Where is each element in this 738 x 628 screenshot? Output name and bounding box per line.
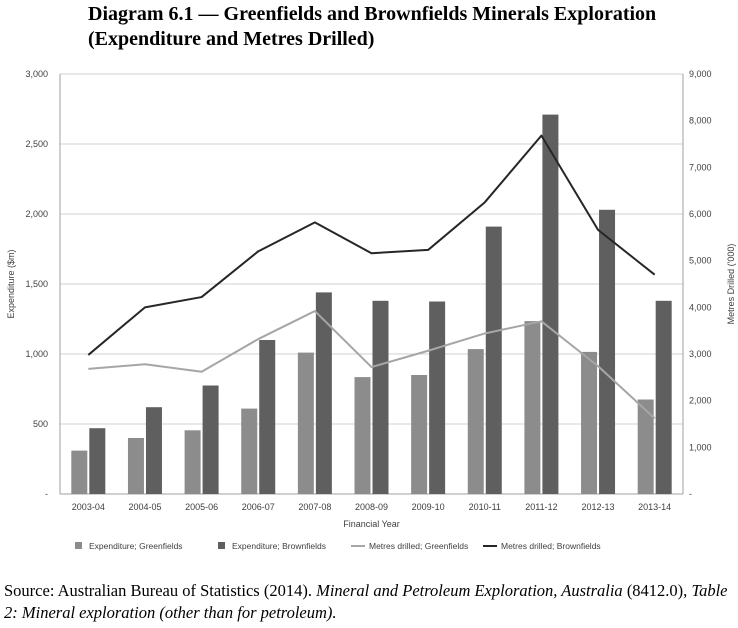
x-tick-label: 2011-12	[525, 502, 557, 512]
bar-brownfields	[655, 300, 672, 494]
legend-swatch	[218, 542, 225, 549]
bar-greenfields	[241, 408, 258, 494]
bar-greenfields	[581, 351, 598, 494]
x-tick-label: 2005-06	[185, 502, 218, 512]
y-tick-label: -	[45, 489, 48, 499]
line-metres-greenfields	[88, 310, 656, 420]
legend-swatch	[75, 542, 82, 549]
x-tick-label: 2013-14	[638, 502, 671, 512]
source-table: Table 2: Mineral exploration (other than…	[4, 581, 728, 622]
x-tick-label: 2003-04	[72, 502, 105, 512]
y2-axis-title: Metres Drilled ('000)	[726, 244, 736, 325]
y2-tick-label: 8,000	[689, 116, 712, 126]
bar-brownfields	[599, 209, 616, 495]
bar-greenfields	[524, 321, 541, 494]
chart-title: Diagram 6.1 — Greenfields and Brownfield…	[88, 2, 728, 52]
y-tick-label: 1,500	[25, 279, 48, 289]
bar-greenfields	[354, 377, 371, 494]
bar-brownfields	[202, 385, 219, 494]
bar-greenfields	[184, 430, 201, 494]
x-tick-label: 2006-07	[242, 502, 275, 512]
y-tick-label: 500	[33, 419, 48, 429]
source-mid: (8412.0),	[622, 581, 692, 600]
y2-tick-label: 6,000	[689, 209, 712, 219]
bar-greenfields	[411, 375, 428, 494]
y-tick-label: 3,000	[25, 69, 48, 79]
legend-label: Metres drilled; Greenfields	[369, 541, 468, 551]
bar-brownfields	[315, 292, 332, 494]
y2-tick-label: 5,000	[689, 256, 712, 266]
bar-greenfields	[637, 399, 654, 494]
x-tick-label: 2004-05	[128, 502, 161, 512]
bar-greenfields	[127, 438, 144, 494]
y-tick-label: 2,500	[25, 139, 48, 149]
y-axis-title: Expenditure ($m)	[6, 249, 16, 318]
y2-tick-label: 4,000	[689, 302, 712, 312]
bar-greenfields	[467, 349, 484, 494]
y2-tick-label: 2,000	[689, 396, 712, 406]
y-tick-label: 2,000	[25, 209, 48, 219]
bar-brownfields	[429, 301, 446, 494]
chart-title-line-1: Diagram 6.1 — Greenfields and Brownfield…	[88, 3, 657, 25]
y-tick-label: 1,000	[25, 349, 48, 359]
source-prefix: Source: Australian Bureau of Statistics …	[4, 581, 317, 600]
y2-tick-label: 9,000	[689, 69, 712, 79]
bar-greenfields	[297, 352, 314, 494]
y2-tick-label: -	[689, 489, 692, 499]
legend-label: Expenditure; Brownfields	[232, 541, 326, 551]
x-tick-label: 2010-11	[469, 502, 501, 512]
x-axis-title: Financial Year	[343, 519, 400, 529]
x-tick-label: 2012-13	[582, 502, 615, 512]
x-tick-label: 2008-09	[355, 502, 388, 512]
legend-label: Expenditure; Greenfields	[89, 541, 183, 551]
bar-brownfields	[259, 340, 276, 494]
bar-greenfields	[71, 450, 88, 494]
bar-brownfields	[89, 428, 106, 494]
source-title: Mineral and Petroleum Exploration, Austr…	[316, 581, 623, 600]
legend-label: Metres drilled; Brownfields	[501, 541, 601, 551]
line-metres-brownfields	[87, 134, 656, 356]
y2-tick-label: 7,000	[689, 162, 712, 172]
y2-tick-label: 3,000	[689, 349, 712, 359]
y2-tick-label: 1,000	[689, 442, 712, 452]
source-note: Source: Australian Bureau of Statistics …	[4, 580, 734, 624]
x-tick-label: 2007-08	[298, 502, 331, 512]
bar-brownfields	[542, 114, 559, 494]
x-tick-label: 2009-10	[412, 502, 445, 512]
chart-title-line-2: (Expenditure and Metres Drilled)	[88, 28, 375, 50]
bar-brownfields	[145, 407, 162, 494]
bar-brownfields	[372, 300, 389, 494]
bar-brownfields	[485, 226, 502, 494]
